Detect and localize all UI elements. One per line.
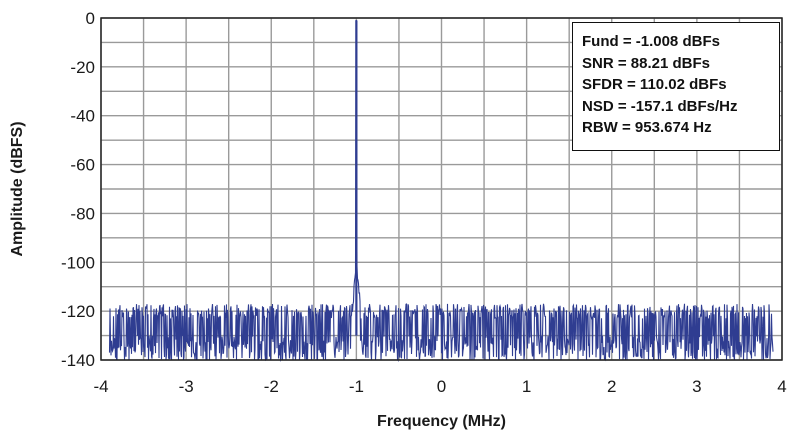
rbw-annotation: RBW = 953.674 Hz bbox=[582, 119, 712, 136]
y-axis-ticks: 0 -20 -40 -60 -80 -100 -120 -140 bbox=[61, 9, 95, 370]
x-tick-label: 0 bbox=[437, 377, 446, 396]
spectrum-series-line bbox=[108, 19, 774, 363]
snr-annotation: SNR = 88.21 dBFs bbox=[582, 54, 710, 72]
x-axis-ticks: -4 -3 -2 -1 0 1 2 3 4 bbox=[93, 377, 786, 396]
y-axis-title: Amplitude (dBFS) bbox=[9, 121, 26, 256]
x-axis-title: Frequency (MHz) bbox=[377, 413, 506, 430]
y-tick-label: -140 bbox=[61, 351, 95, 370]
plot-frame bbox=[100, 17, 783, 361]
y-tick-label: -40 bbox=[70, 107, 95, 126]
y-tick-label: -60 bbox=[70, 156, 95, 175]
nsd-annotation: NSD = -157.1 dBFs/Hz bbox=[582, 97, 738, 115]
y-tick-label: -120 bbox=[61, 302, 95, 321]
x-tick-label: -4 bbox=[93, 377, 108, 396]
fund-annotation: Fund = -1.008 dBFs bbox=[582, 33, 720, 50]
measurement-info-box: Fund = -1.008 dBFs SNR = 88.21 dBFs SFDR… bbox=[572, 22, 780, 151]
x-tick-label: 2 bbox=[607, 377, 616, 396]
y-tick-label: 0 bbox=[86, 9, 95, 28]
x-tick-label: -2 bbox=[264, 377, 279, 396]
sfdr-annotation: SFDR = 110.02 dBFs bbox=[582, 76, 727, 93]
x-tick-label: -3 bbox=[179, 377, 194, 396]
x-tick-label: 3 bbox=[692, 377, 701, 396]
y-tick-label: -20 bbox=[70, 58, 95, 77]
y-tick-label: -80 bbox=[70, 204, 95, 223]
x-tick-label: -1 bbox=[349, 377, 364, 396]
y-tick-label: -100 bbox=[61, 253, 95, 272]
x-tick-label: 1 bbox=[522, 377, 531, 396]
x-tick-label: 4 bbox=[777, 377, 786, 396]
